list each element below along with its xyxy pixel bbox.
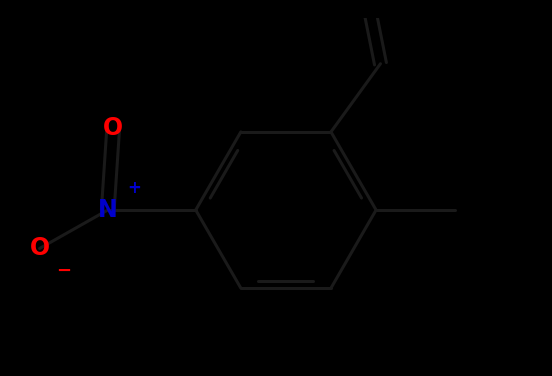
Text: O: O [103, 115, 123, 139]
Text: O: O [29, 237, 50, 261]
Text: N: N [98, 198, 118, 222]
Text: −: − [56, 261, 71, 279]
Text: +: + [127, 179, 141, 197]
